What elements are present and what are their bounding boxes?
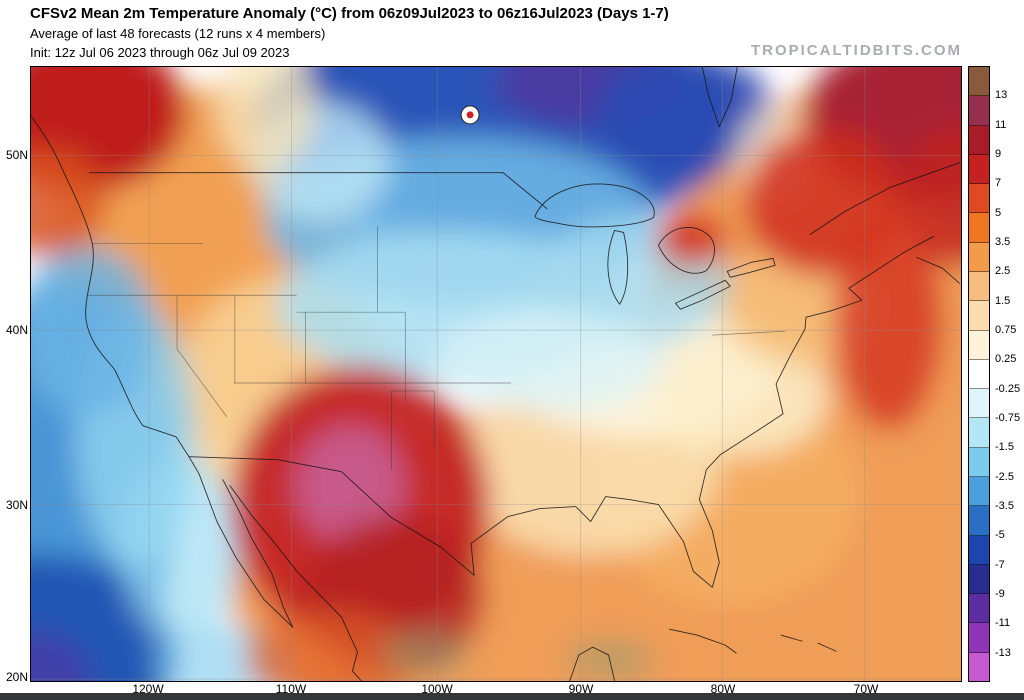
lon-tick-80w: 80W — [710, 682, 736, 696]
colorbar-segment — [969, 330, 989, 360]
lon-tick-70w: 70W — [853, 682, 879, 696]
colorbar-segment — [969, 125, 989, 155]
colorbar-segment — [969, 389, 989, 419]
init-label: Init: 12z Jul 06 2023 through 06z Jul 09… — [30, 45, 290, 60]
colorbar-segment — [969, 623, 989, 653]
colorbar-tick-label: 0.75 — [995, 324, 1017, 336]
lat-tick-40n: 40N — [5, 323, 28, 337]
colorbar-segment — [969, 594, 989, 624]
graticule-gridlines — [31, 67, 961, 681]
colorbar-segment — [969, 535, 989, 565]
state-borders — [87, 226, 786, 470]
lat-tick-50n: 50N — [5, 148, 28, 162]
colorbar-segment — [969, 447, 989, 477]
colorbar-tick-label: -3.5 — [995, 500, 1014, 512]
lon-tick-100w: 100W — [421, 682, 453, 696]
colorbar-segment — [969, 184, 989, 214]
colorbar-tick-label: 9 — [995, 148, 1002, 160]
map-subtitle: Average of last 48 forecasts (12 runs x … — [30, 26, 326, 41]
colorbar-segment — [969, 359, 989, 390]
colorbar-tick-label: 3.5 — [995, 236, 1011, 248]
colorbar-segment — [969, 652, 989, 681]
colorbar-segment — [969, 96, 989, 126]
map-canvas — [30, 66, 962, 682]
colorbar-tick-label: 11 — [995, 118, 1007, 131]
colorbar-tick-label: -1.5 — [995, 441, 1014, 454]
map-title: CFSv2 Mean 2m Temperature Anomaly (°C) f… — [30, 5, 669, 22]
lat-tick-20n: 20N — [5, 670, 28, 684]
colorbar — [968, 66, 990, 682]
lake-marker — [460, 105, 480, 125]
colorbar-tick-label: -13 — [995, 646, 1011, 659]
colorbar-tick-label: 1.5 — [995, 294, 1011, 307]
colorbar-segment — [969, 67, 989, 97]
colorbar-tick-label: 7 — [995, 177, 1002, 190]
colorbar-tick-label: -5 — [995, 529, 1005, 542]
coastlines — [31, 67, 960, 681]
colorbar-segment — [969, 506, 989, 536]
lon-tick-110w: 110W — [275, 682, 307, 696]
lat-tick-30n: 30N — [5, 498, 28, 512]
colorbar-segment — [969, 271, 989, 302]
colorbar-tick-label: -9 — [995, 588, 1005, 600]
colorbar-segment — [969, 154, 989, 185]
colorbar-segment — [969, 242, 989, 272]
colorbar-segment — [969, 564, 989, 595]
colorbar-tick-label: 2.5 — [995, 265, 1011, 278]
footer-bar — [0, 693, 1024, 700]
colorbar-tick-label: -2.5 — [995, 470, 1014, 483]
watermark-text: TROPICALTIDBITS.COM — [750, 42, 962, 59]
colorbar-tick-label: -11 — [995, 617, 1011, 630]
colorbar-tick-label: 5 — [995, 206, 1002, 219]
colorbar-tick-label: -7 — [995, 558, 1005, 571]
colorbar-segment — [969, 418, 989, 448]
colorbar-segment — [969, 213, 989, 243]
colorbar-segment — [969, 476, 989, 507]
temperature-anomaly-map — [31, 67, 961, 681]
colorbar-tick-label: 13 — [995, 89, 1008, 102]
lon-tick-90w: 90W — [568, 682, 594, 696]
colorbar-tick-label: -0.25 — [995, 382, 1021, 395]
colorbar-labels: 13 11 9 7 5 3.5 2.5 1.5 0.75 0.25 -0.25 -0.75 -1.5 -2… — [995, 66, 1024, 682]
colorbar-segment — [969, 301, 989, 331]
colorbar-tick-label: -0.75 — [995, 412, 1021, 424]
colorbar-tick-label: 0.25 — [995, 353, 1017, 366]
lon-tick-120w: 120W — [132, 682, 164, 696]
anomaly-shading — [31, 67, 961, 681]
